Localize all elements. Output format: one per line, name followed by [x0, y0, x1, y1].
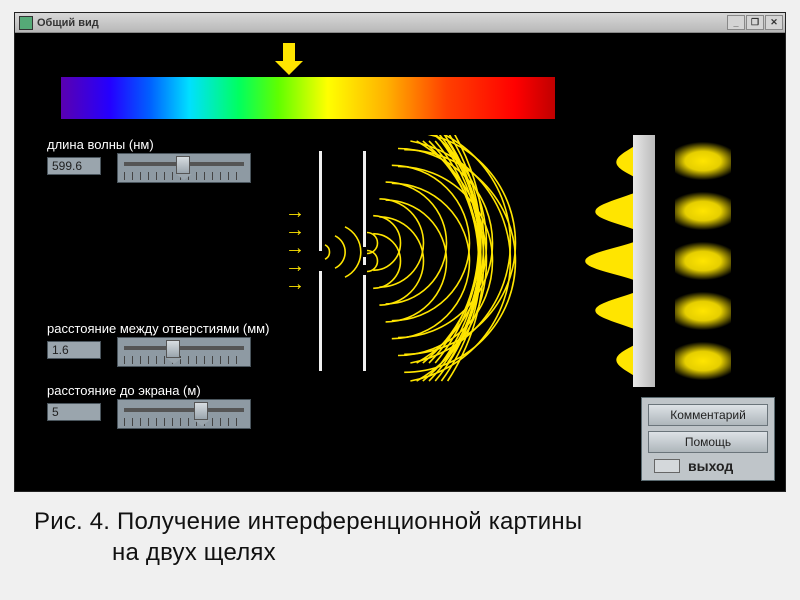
maximize-button[interactable]: ❐ [746, 15, 764, 30]
slit-distance-value[interactable]: 1.6 [47, 341, 101, 359]
wavelength-value[interactable]: 599.6 [47, 157, 101, 175]
caption-line-2: на двух щелях [34, 537, 786, 568]
bright-fringe [675, 291, 731, 331]
screen-distance-slider[interactable] [117, 399, 251, 429]
wavelength-label: длина волны (нм) [47, 137, 154, 152]
arrow-right-icon: → [285, 275, 305, 293]
wavelength-slider-thumb[interactable] [176, 156, 190, 174]
slit-distance-label: расстояние между отверстиями (мм) [47, 321, 269, 336]
wavelength-slider[interactable] [117, 153, 251, 183]
titlebar[interactable]: Общий вид _ ❐ ✕ [15, 13, 785, 33]
screen-distance-label: расстояние до экрана (м) [47, 383, 201, 398]
spectrum-bar[interactable] [61, 77, 555, 119]
help-button[interactable]: Помощь [648, 431, 768, 453]
app-icon [19, 16, 33, 30]
screen-distance-slider-thumb[interactable] [194, 402, 208, 420]
exit-icon [654, 459, 680, 473]
simulation-canvas: длина волны (нм) 599.6 расстояние между … [15, 33, 785, 491]
screen-distance-value[interactable]: 5 [47, 403, 101, 421]
slit-distance-slider-thumb[interactable] [166, 340, 180, 358]
projection-screen [633, 135, 655, 387]
comment-button[interactable]: Комментарий [648, 404, 768, 426]
exit-button[interactable]: выход [688, 458, 733, 474]
minimize-button[interactable]: _ [727, 15, 745, 30]
bright-fringe [675, 141, 731, 181]
caption-line-1: Рис. 4. Получение интерференционной карт… [34, 508, 582, 535]
slit-distance-slider[interactable] [117, 337, 251, 367]
control-panel: Комментарий Помощь выход [641, 397, 775, 481]
close-button[interactable]: ✕ [765, 15, 783, 30]
interference-pattern [675, 135, 731, 387]
incoming-wave-arrows: → → → → → [285, 203, 305, 293]
bright-fringe [675, 191, 731, 231]
simulation-window: Общий вид _ ❐ ✕ длина волны (нм) 599.6 р… [14, 12, 786, 492]
window-title: Общий вид [37, 17, 99, 29]
bright-fringe [675, 341, 731, 381]
figure-caption: Рис. 4. Получение интерференционной карт… [14, 506, 786, 568]
bright-fringe [675, 241, 731, 281]
